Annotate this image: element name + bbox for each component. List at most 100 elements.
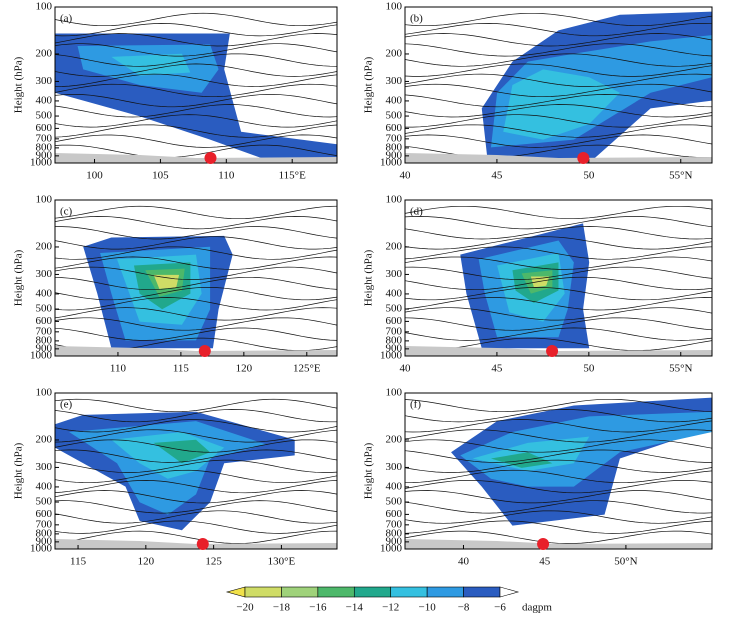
colorbar-segment xyxy=(390,586,428,598)
y-axis-title: Height (hPa) xyxy=(13,249,25,306)
contour-line xyxy=(405,307,712,321)
contour-line xyxy=(55,83,337,98)
contour-line xyxy=(405,83,712,98)
y-tick-label: 500 xyxy=(36,110,53,122)
y-tick-label: 100 xyxy=(386,194,403,206)
y-tick-label: 200 xyxy=(36,433,53,445)
x-tick-label: 50°N xyxy=(614,556,637,568)
y-tick-label: 300 xyxy=(386,268,403,280)
y-tick-label: 900 xyxy=(36,535,53,547)
panel-frame xyxy=(54,392,338,550)
contour-line xyxy=(55,63,337,77)
contour-line xyxy=(55,419,337,433)
panel-label: (c) xyxy=(60,206,73,218)
location-dot xyxy=(546,345,559,357)
x-tick-label: 45 xyxy=(491,170,503,182)
contour-line xyxy=(405,114,712,128)
y-tick-label: 200 xyxy=(386,240,403,252)
y-tick-label: 300 xyxy=(36,75,53,87)
contour-line xyxy=(55,297,337,311)
y-tick-label: 700 xyxy=(386,518,403,530)
panel-frame xyxy=(404,199,713,357)
x-tick-label: 40 xyxy=(458,556,470,568)
contour-line xyxy=(55,510,337,524)
shaded-region xyxy=(153,439,211,464)
contour-line xyxy=(405,510,712,524)
terrain xyxy=(405,539,712,549)
y-tick-label: 500 xyxy=(36,303,53,315)
x-tick-label: 55°N xyxy=(669,363,692,375)
y-tick-label: 400 xyxy=(36,480,53,492)
contour-line xyxy=(55,43,337,57)
shaded-region xyxy=(111,53,191,76)
y-tick-label: 800 xyxy=(386,141,403,153)
y-tick-label: 1000 xyxy=(30,350,53,362)
panel-label: (f) xyxy=(410,399,421,411)
colorbar-unit: dagpm xyxy=(522,602,552,614)
y-tick-label: 300 xyxy=(386,461,403,473)
y-tick-label: 800 xyxy=(36,527,53,539)
x-tick-label: 115 xyxy=(173,363,190,375)
y-tick-label: 1000 xyxy=(30,543,53,555)
y-tick-label: 600 xyxy=(386,508,403,520)
terrain xyxy=(405,153,712,163)
y-tick-label: 200 xyxy=(36,240,53,252)
contour-line xyxy=(55,327,337,341)
y-tick-label: 1000 xyxy=(380,157,403,169)
contour-line xyxy=(405,216,712,230)
y-tick-label: 400 xyxy=(36,94,53,106)
terrain xyxy=(55,539,337,549)
x-tick-label: 125°E xyxy=(293,363,321,375)
location-dot xyxy=(577,152,590,164)
contour-line xyxy=(405,23,712,37)
plot-area xyxy=(405,11,712,163)
y-axis-title: Height (hPa) xyxy=(363,249,375,306)
panel-label: (b) xyxy=(410,13,423,25)
y-tick-label: 800 xyxy=(386,527,403,539)
contour-line xyxy=(405,205,712,220)
contour-line xyxy=(405,53,712,67)
contour-line xyxy=(405,33,712,47)
contour-line xyxy=(405,419,712,433)
panel-frame xyxy=(54,199,338,357)
panel-label: (a) xyxy=(60,13,73,25)
contour-line xyxy=(55,530,337,544)
y-tick-label: 400 xyxy=(386,94,403,106)
contour-line xyxy=(405,73,712,87)
y-tick-label: 800 xyxy=(386,334,403,346)
y-tick-label: 100 xyxy=(386,387,403,399)
y-tick-label: 200 xyxy=(36,47,53,59)
terrain xyxy=(55,346,337,356)
contour-line xyxy=(55,94,337,108)
contour-line xyxy=(55,439,337,453)
contour-line xyxy=(405,246,712,260)
contour-line xyxy=(405,490,712,504)
y-axis-title: Height (hPa) xyxy=(13,56,25,113)
contour-line xyxy=(405,520,712,534)
x-tick-label: 120 xyxy=(236,363,253,375)
contour-line xyxy=(405,134,712,148)
contour-line xyxy=(405,12,712,27)
contour-line xyxy=(405,124,712,138)
panel-label: (e) xyxy=(60,399,73,411)
contour-line xyxy=(55,480,337,494)
colorbar-label: −18 xyxy=(273,602,291,614)
x-tick-label: 45 xyxy=(491,363,503,375)
colorbar-label: −14 xyxy=(346,602,364,614)
y-tick-label: 500 xyxy=(386,110,403,122)
y-tick-label: 900 xyxy=(386,535,403,547)
colorbar-segment xyxy=(353,586,392,598)
y-tick-label: 900 xyxy=(36,149,53,161)
y-tick-label: 400 xyxy=(36,287,53,299)
contour-line xyxy=(55,246,337,260)
contour-line xyxy=(405,429,712,443)
x-tick-label: 50 xyxy=(583,170,595,182)
contour-line xyxy=(55,114,337,128)
panel-frame xyxy=(54,6,338,164)
location-dot xyxy=(204,152,217,164)
contour-line xyxy=(405,500,712,514)
colorbar-label: −8 xyxy=(458,602,470,614)
x-tick-label: 40 xyxy=(400,170,412,182)
colorbar-label: −12 xyxy=(382,602,399,614)
